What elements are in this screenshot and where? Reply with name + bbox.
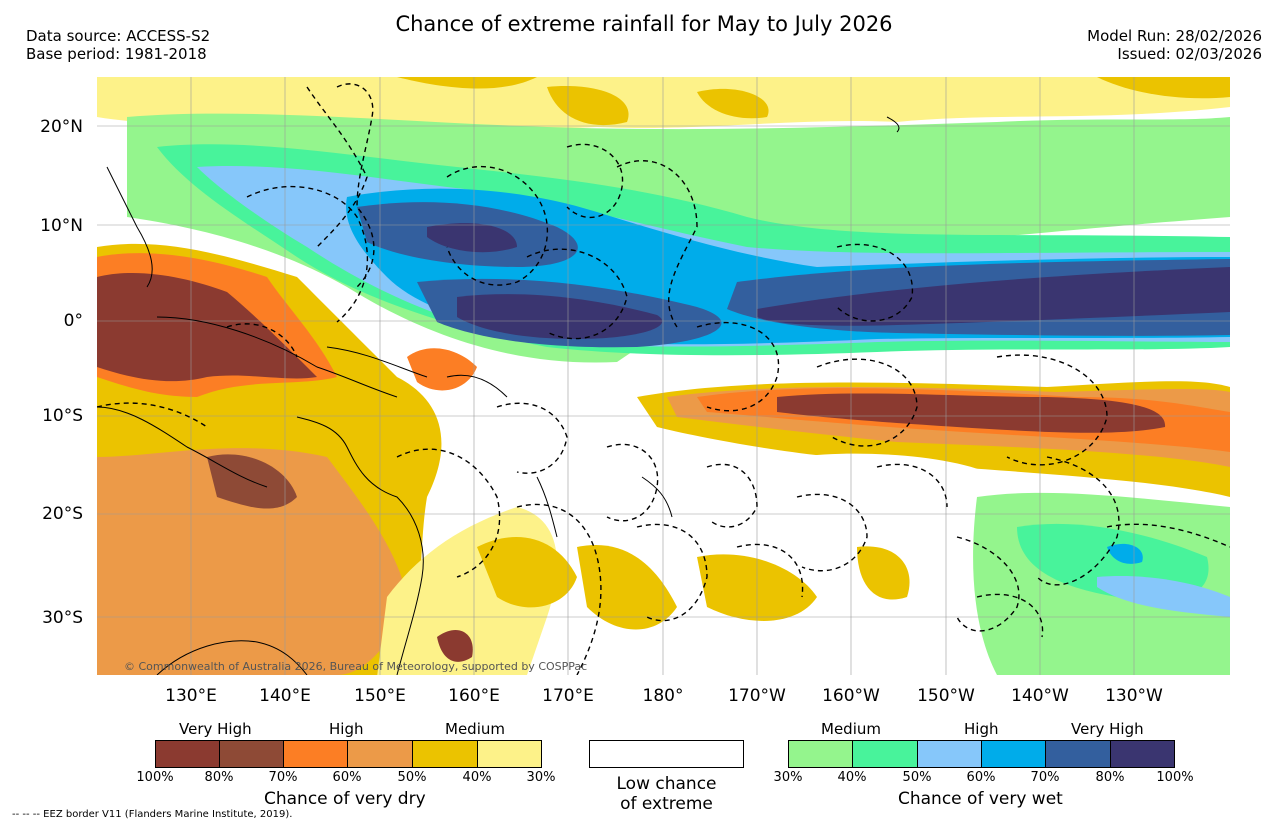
wet-swatch-60-70 bbox=[981, 740, 1046, 768]
lat-label-30s: 30°S bbox=[42, 608, 83, 628]
low-chance-line1: Low chance bbox=[616, 774, 717, 794]
wet-group-medium: Medium bbox=[821, 720, 881, 738]
dry-tick-60: 60% bbox=[332, 770, 362, 785]
dry-swatch-70-80 bbox=[219, 740, 284, 768]
dry-group-very-high: Very High bbox=[179, 720, 252, 738]
lon-label-150w: 150°W bbox=[917, 686, 975, 706]
lon-label-160w: 160°W bbox=[822, 686, 880, 706]
dry-region bbox=[97, 243, 910, 675]
lon-label-160e: 160°E bbox=[448, 686, 500, 706]
wet-caption: Chance of very wet bbox=[898, 789, 1063, 809]
wet-swatch-80-100 bbox=[1110, 740, 1175, 768]
rainfall-map bbox=[97, 77, 1230, 675]
data-source-label: Data source: ACCESS-S2 bbox=[26, 27, 211, 45]
lon-label-170w: 170°W bbox=[728, 686, 786, 706]
copyright-notice: © Commonwealth of Australia 2026, Bureau… bbox=[124, 660, 588, 673]
dry-tick-40: 40% bbox=[462, 770, 492, 785]
lat-label-10s: 10°S bbox=[42, 406, 83, 426]
eez-borders bbox=[97, 83, 1230, 675]
wet-tick-70: 70% bbox=[1030, 770, 1060, 785]
dry-swatch-30-40 bbox=[477, 740, 542, 768]
base-period-label: Base period: 1981-2018 bbox=[26, 45, 207, 63]
wet-swatch-40-50 bbox=[852, 740, 918, 768]
wet-tick-30: 30% bbox=[773, 770, 803, 785]
lat-label-20s: 20°S bbox=[42, 504, 83, 524]
lon-label-140w: 140°W bbox=[1011, 686, 1069, 706]
wet-swatch-30-40 bbox=[788, 740, 853, 768]
dry-group-medium: Medium bbox=[445, 720, 505, 738]
issued-label: Issued: 02/03/2026 bbox=[1117, 45, 1262, 63]
lon-label-140e: 140°E bbox=[259, 686, 311, 706]
wet-swatch-70-80 bbox=[1045, 740, 1111, 768]
low-chance-swatch bbox=[589, 740, 744, 768]
wet-group-very-high: Very High bbox=[1071, 720, 1144, 738]
coastlines bbox=[97, 116, 900, 675]
dry-group-high: High bbox=[329, 720, 364, 738]
lon-label-130e: 130°E bbox=[165, 686, 217, 706]
dry-tick-80: 80% bbox=[204, 770, 234, 785]
graticule bbox=[97, 77, 1230, 675]
wet-group-high: High bbox=[964, 720, 999, 738]
wet-swatch-50-60 bbox=[917, 740, 982, 768]
wet-tick-40: 40% bbox=[837, 770, 867, 785]
data-source-info: Data source: ACCESS-S2 Base period: 1981… bbox=[26, 27, 210, 63]
wet-tick-60: 60% bbox=[966, 770, 996, 785]
dry-tick-30: 30% bbox=[526, 770, 556, 785]
south-east-wet-patches bbox=[797, 453, 1230, 675]
low-chance-line2: of extreme bbox=[620, 794, 713, 814]
dry-caption: Chance of very dry bbox=[264, 789, 426, 809]
lat-label-10n: 10°N bbox=[40, 216, 83, 236]
lon-label-130w: 130°W bbox=[1105, 686, 1163, 706]
wet-tick-80: 80% bbox=[1095, 770, 1125, 785]
dry-tick-100: 100% bbox=[136, 770, 174, 785]
lon-label-150e: 150°E bbox=[354, 686, 406, 706]
low-chance-caption: Low chance of extreme bbox=[589, 774, 744, 814]
lon-label-170e: 170°E bbox=[542, 686, 594, 706]
wet-tick-100: 100% bbox=[1156, 770, 1194, 785]
wet-tick-50: 50% bbox=[902, 770, 932, 785]
map-title: Chance of extreme rainfall for May to Ju… bbox=[395, 12, 893, 36]
dry-swatch-60-70 bbox=[283, 740, 348, 768]
dry-tick-50: 50% bbox=[397, 770, 427, 785]
dry-tick-70: 70% bbox=[268, 770, 298, 785]
model-run-label: Model Run: 28/02/2026 bbox=[1087, 27, 1262, 45]
dry-swatch-40-50 bbox=[412, 740, 478, 768]
lat-label-equator: 0° bbox=[63, 311, 83, 331]
eez-footnote: -- -- -- EEZ border V11 (Flanders Marine… bbox=[12, 809, 293, 820]
lat-label-20n: 20°N bbox=[40, 117, 83, 137]
wet-region bbox=[127, 113, 1230, 363]
lon-label-180: 180° bbox=[642, 686, 684, 706]
dry-swatch-50-60 bbox=[347, 740, 413, 768]
run-info: Model Run: 28/02/2026 Issued: 02/03/2026 bbox=[1087, 27, 1262, 63]
dry-swatch-80-100 bbox=[155, 740, 220, 768]
